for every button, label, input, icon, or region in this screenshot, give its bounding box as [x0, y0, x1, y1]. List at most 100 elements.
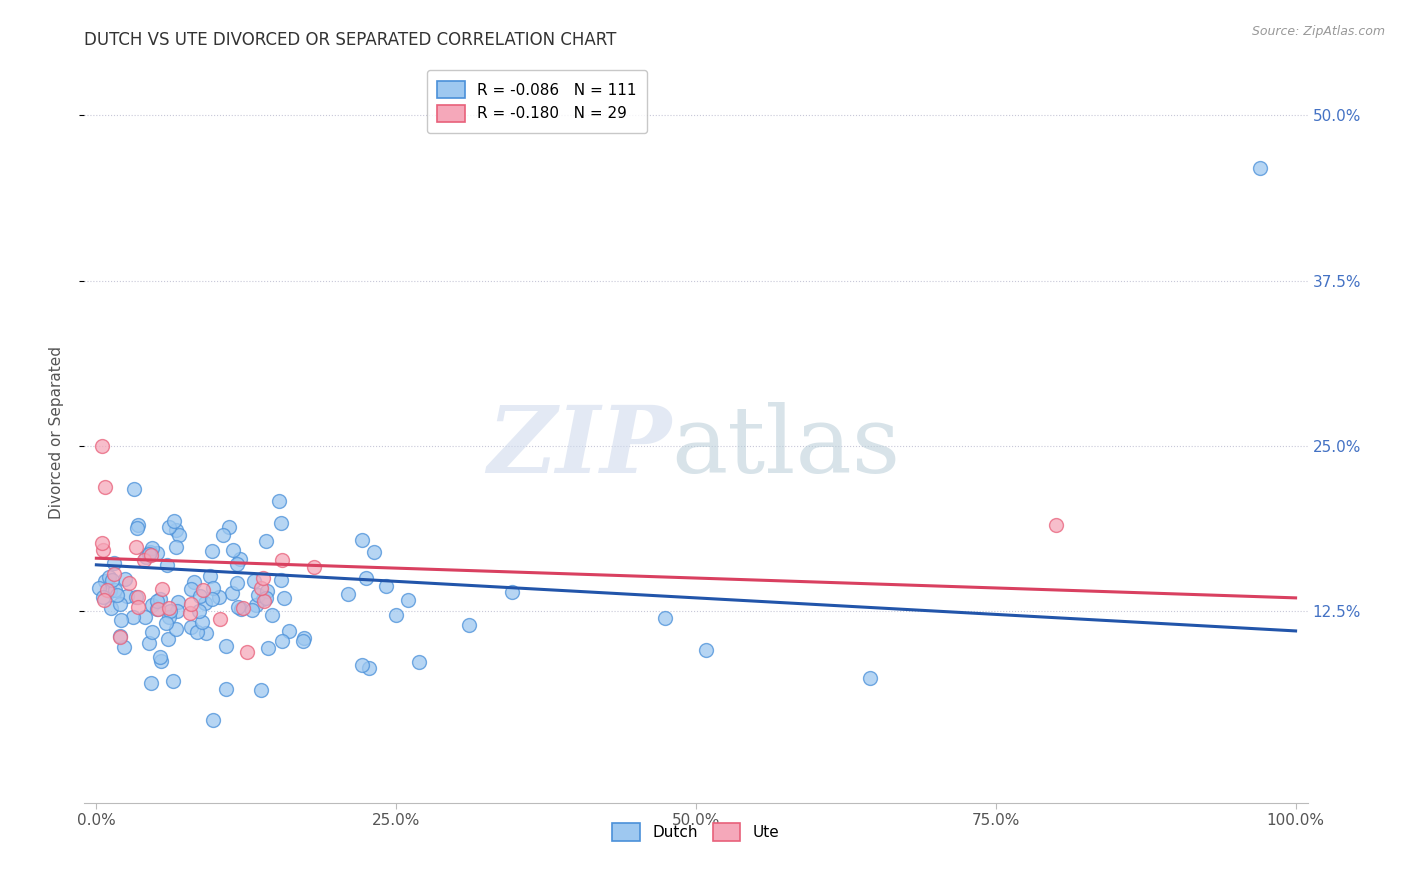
Point — [254, 591, 277, 605]
Point — [97, 569, 120, 583]
Point — [127, 518, 149, 533]
Point — [149, 592, 172, 607]
Point — [167, 595, 190, 609]
Point — [122, 482, 145, 496]
Point — [858, 671, 880, 685]
Point — [302, 560, 325, 574]
Point — [252, 571, 274, 585]
Point — [87, 582, 110, 596]
Point — [250, 581, 273, 595]
Point — [458, 618, 481, 632]
Point — [127, 600, 149, 615]
Point — [654, 611, 676, 625]
Point — [243, 574, 266, 589]
Point — [191, 582, 214, 597]
Point — [202, 582, 225, 596]
Point — [245, 599, 267, 613]
Point — [150, 582, 173, 596]
Point — [180, 620, 202, 634]
Point — [374, 579, 396, 593]
Point — [159, 604, 181, 618]
Point — [198, 569, 221, 583]
Point — [149, 650, 172, 665]
Text: ZIP: ZIP — [488, 402, 672, 492]
Point — [250, 682, 273, 697]
Point — [96, 582, 118, 597]
Point — [117, 589, 139, 603]
Point — [91, 591, 114, 605]
Point — [208, 612, 231, 626]
Point — [127, 591, 149, 605]
Point — [138, 547, 160, 561]
Point — [226, 557, 249, 571]
Point — [357, 660, 380, 674]
Point — [104, 582, 127, 597]
Point — [215, 682, 238, 697]
Point — [246, 588, 269, 602]
Point — [188, 604, 211, 618]
Point — [352, 657, 374, 672]
Point — [201, 544, 224, 558]
Point — [94, 574, 117, 588]
Point — [103, 557, 125, 571]
Point — [141, 624, 163, 639]
Point — [101, 573, 124, 587]
Point — [363, 545, 385, 559]
Point — [93, 593, 115, 607]
Point — [501, 585, 523, 599]
Point — [139, 548, 162, 562]
Point — [93, 479, 115, 493]
Point — [222, 543, 245, 558]
Point — [125, 591, 148, 605]
Point — [201, 592, 224, 607]
Point — [139, 545, 162, 559]
Point — [112, 640, 135, 654]
Point — [108, 597, 131, 611]
Point — [132, 553, 155, 567]
Point — [91, 439, 114, 453]
Point — [385, 607, 408, 622]
Point — [215, 639, 238, 653]
Point — [271, 553, 294, 567]
Y-axis label: Divorced or Separated: Divorced or Separated — [49, 346, 63, 519]
Point — [169, 527, 191, 541]
Point — [256, 584, 278, 599]
Point — [292, 631, 315, 645]
Point — [188, 589, 211, 603]
Point — [110, 613, 132, 627]
Point — [163, 515, 186, 529]
Point — [165, 540, 187, 554]
Point — [186, 624, 208, 639]
Point — [135, 550, 157, 565]
Point — [253, 594, 276, 608]
Point — [100, 601, 122, 615]
Point — [191, 615, 214, 629]
Point — [165, 622, 187, 636]
Point — [125, 540, 148, 554]
Point — [232, 600, 254, 615]
Point — [145, 602, 167, 616]
Point — [180, 582, 202, 597]
Point — [254, 533, 277, 548]
Point — [155, 615, 177, 630]
Point — [114, 572, 136, 586]
Text: DUTCH VS UTE DIVORCED OR SEPARATED CORRELATION CHART: DUTCH VS UTE DIVORCED OR SEPARATED CORRE… — [84, 31, 617, 49]
Point — [159, 610, 181, 624]
Text: Source: ZipAtlas.com: Source: ZipAtlas.com — [1251, 25, 1385, 38]
Point — [93, 543, 115, 558]
Point — [278, 624, 301, 639]
Point — [292, 634, 315, 648]
Point — [118, 576, 141, 591]
Point — [240, 603, 263, 617]
Point — [165, 523, 187, 537]
Point — [269, 493, 291, 508]
Point — [212, 528, 235, 542]
Point — [134, 609, 156, 624]
Point — [273, 591, 295, 605]
Point — [350, 533, 373, 547]
Point — [695, 643, 717, 657]
Point — [221, 586, 243, 600]
Point — [1045, 518, 1067, 533]
Point — [260, 607, 283, 622]
Point — [110, 629, 132, 643]
